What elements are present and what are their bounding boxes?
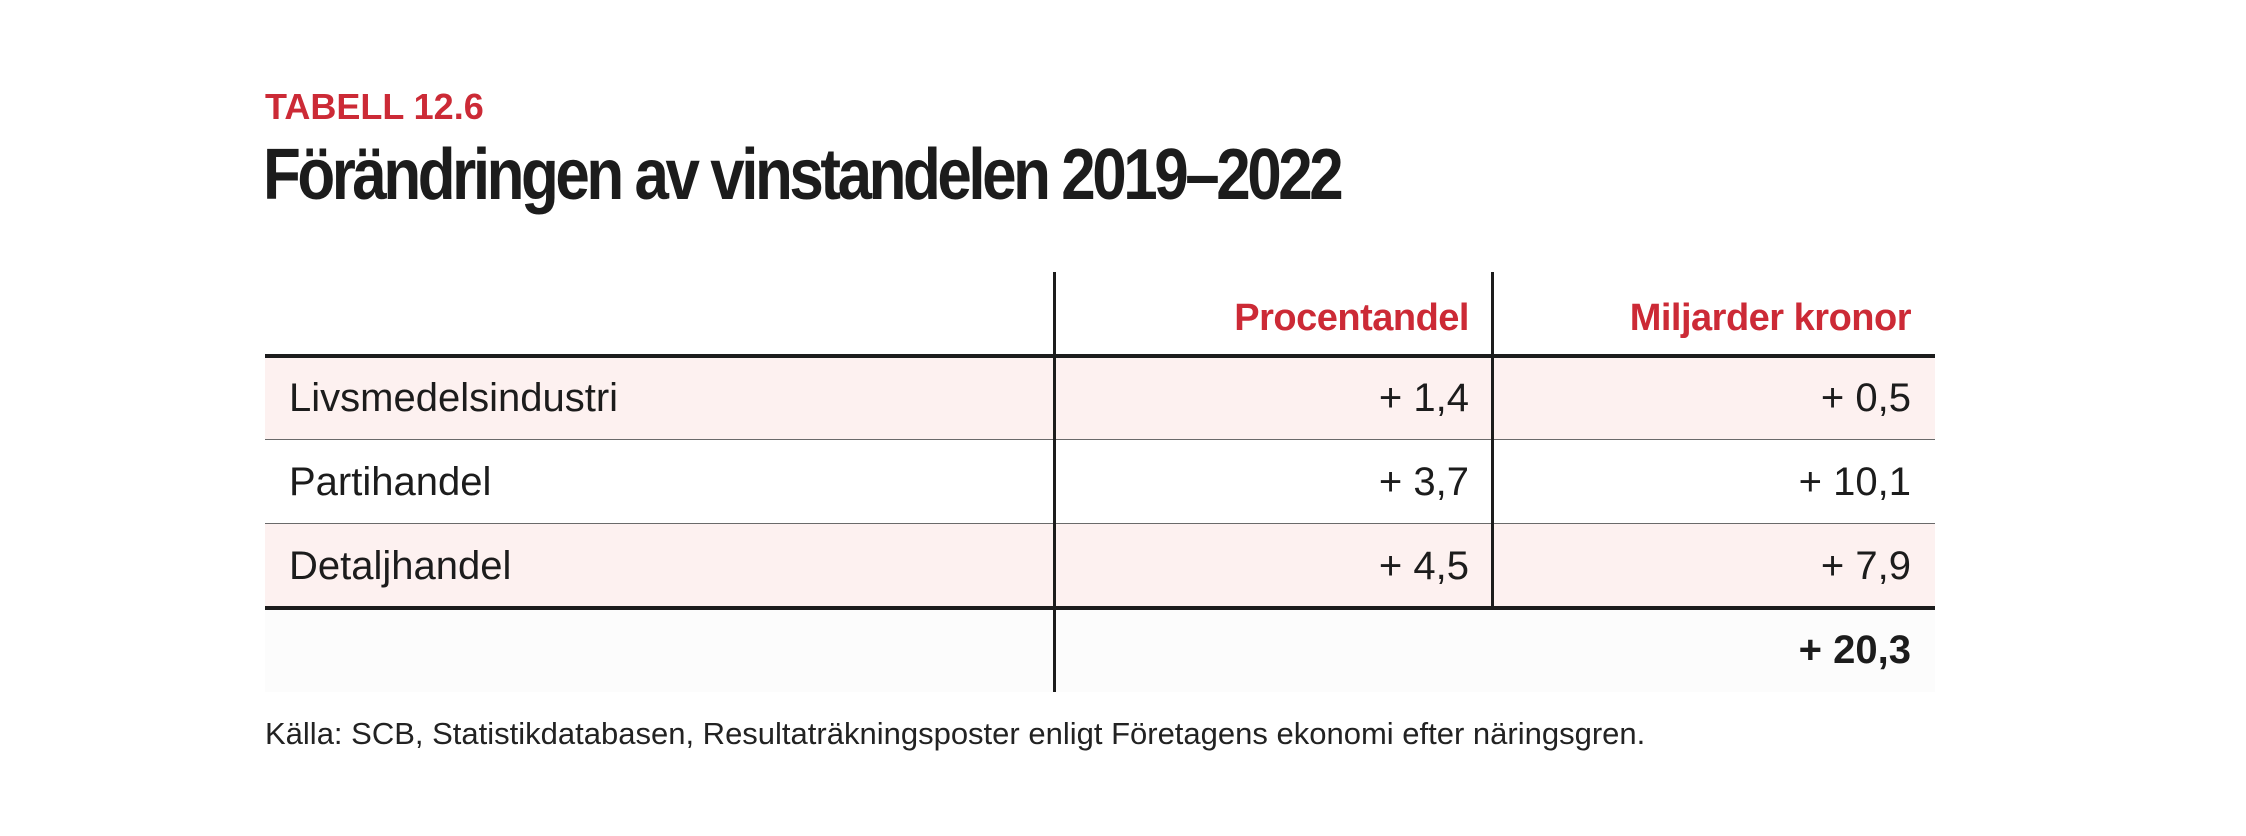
row-billions: + 0,5 bbox=[1820, 375, 1911, 420]
header-percent: Procentandel bbox=[1234, 296, 1469, 339]
table-label: TABELL 12.6 bbox=[265, 86, 484, 127]
header-rule bbox=[265, 354, 1935, 358]
header-billions: Miljarder kronor bbox=[1629, 296, 1912, 339]
row-billions: + 7,9 bbox=[1820, 543, 1911, 588]
row-divider bbox=[265, 523, 1935, 524]
row-name: Partihandel bbox=[289, 459, 492, 504]
row-percent: + 4,5 bbox=[1378, 543, 1469, 588]
total-billions: + 20,3 bbox=[1798, 627, 1911, 672]
column-divider bbox=[1491, 272, 1494, 608]
row-percent: + 1,4 bbox=[1378, 375, 1469, 420]
row-billions: + 10,1 bbox=[1798, 459, 1911, 504]
column-divider bbox=[1053, 272, 1056, 692]
table-title: Förändringen av vinstandelen 2019–2022 bbox=[263, 135, 1344, 215]
source-note: Källa: SCB, Statistikdatabasen, Resultat… bbox=[265, 716, 1646, 751]
data-table: Procentandel Miljarder kronor Livsmedels… bbox=[265, 272, 1935, 692]
row-name: Detaljhandel bbox=[289, 543, 512, 588]
table-header-row: Procentandel Miljarder kronor bbox=[265, 272, 1935, 356]
table-row: Livsmedelsindustri + 1,4 + 0,5 bbox=[265, 356, 1935, 440]
table-total-row: + 20,3 bbox=[265, 608, 1935, 692]
row-percent: + 3,7 bbox=[1378, 459, 1469, 504]
table-row: Partihandel + 3,7 + 10,1 bbox=[265, 440, 1935, 524]
table-row: Detaljhandel + 4,5 + 7,9 bbox=[265, 524, 1935, 608]
row-name: Livsmedelsindustri bbox=[289, 375, 619, 420]
row-divider bbox=[265, 439, 1935, 440]
total-rule bbox=[265, 606, 1935, 610]
